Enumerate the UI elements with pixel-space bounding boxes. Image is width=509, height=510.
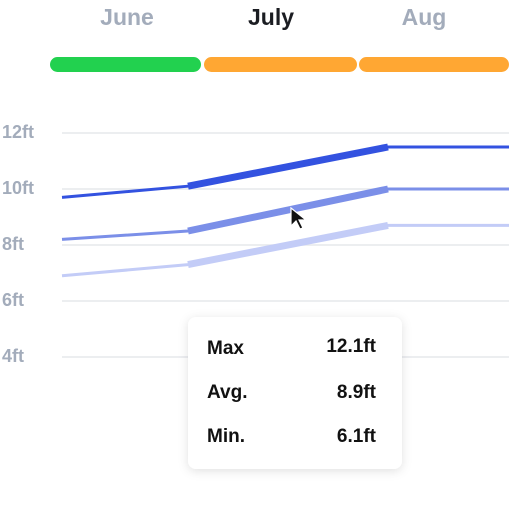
month-label[interactable]: July [248, 4, 294, 30]
line [61, 223, 509, 278]
tooltip-value: 6.1ft [337, 426, 377, 447]
line-highlight [187, 185, 389, 235]
y-tick-label: 6ft [2, 290, 24, 310]
month-bar [204, 57, 357, 72]
tooltip-label: Avg. [207, 382, 247, 403]
month-bar [50, 57, 201, 72]
line-highlight [187, 143, 389, 190]
tooltip-value: 8.9ft [337, 382, 377, 403]
tooltip: Max 12.1ft Avg. 8.9ft Min. 6.1ft [188, 317, 402, 469]
y-tick-label: 8ft [2, 234, 24, 254]
tooltip-value: 12.1ft [326, 336, 376, 357]
y-tick-label: 4ft [2, 346, 24, 366]
y-tick-label: 10ft [2, 178, 34, 198]
line [61, 187, 509, 241]
cursor [290, 206, 308, 230]
month-label[interactable]: June [100, 4, 154, 30]
tooltip-label: Min. [207, 426, 245, 447]
tooltip-box [188, 317, 402, 469]
tooltip-label: Max [207, 338, 244, 359]
y-tick-label: 12ft [2, 122, 34, 142]
line-highlight [187, 221, 389, 269]
month-bar [359, 57, 509, 72]
month-label[interactable]: Aug [402, 4, 447, 30]
